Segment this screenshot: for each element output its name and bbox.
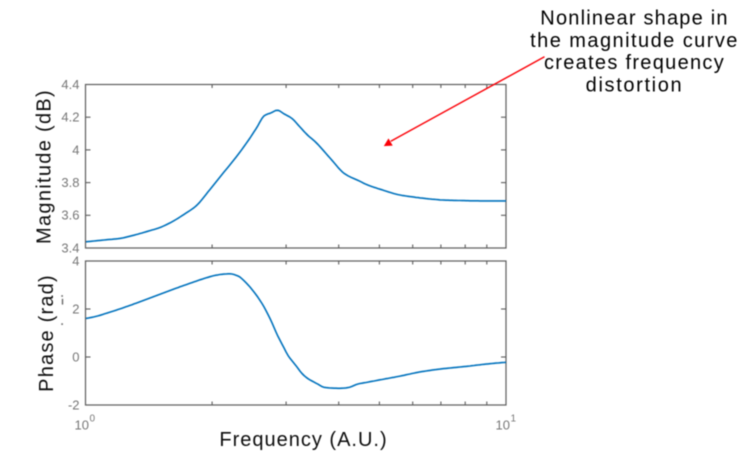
- svg-text:10: 10: [75, 418, 89, 433]
- svg-text:distortion: distortion: [586, 75, 684, 97]
- svg-text:4.4: 4.4: [61, 77, 79, 92]
- svg-text:2: 2: [72, 301, 79, 316]
- svg-text:the magnitude curve: the magnitude curve: [530, 30, 739, 52]
- svg-text:-2: -2: [68, 397, 80, 412]
- svg-text:3.8: 3.8: [61, 175, 79, 190]
- svg-text:1: 1: [511, 414, 517, 425]
- svg-text:0: 0: [72, 349, 79, 364]
- svg-text:creates frequency: creates frequency: [544, 52, 725, 74]
- svg-text:0: 0: [90, 414, 96, 425]
- svg-text:4: 4: [72, 142, 79, 157]
- svg-text:10: 10: [496, 418, 510, 433]
- svg-text:Nonlinear shape in: Nonlinear shape in: [540, 8, 728, 30]
- svg-text:4: 4: [72, 253, 79, 268]
- svg-text:3.6: 3.6: [61, 208, 79, 223]
- svg-text:Frequency (A.U.): Frequency (A.U.): [219, 429, 387, 451]
- svg-text:Magnitude (dB): Magnitude (dB): [34, 89, 56, 244]
- svg-text:3.4: 3.4: [61, 240, 79, 255]
- svg-text:4.2: 4.2: [61, 110, 79, 125]
- svg-text:Phase (rad): Phase (rad): [36, 274, 58, 392]
